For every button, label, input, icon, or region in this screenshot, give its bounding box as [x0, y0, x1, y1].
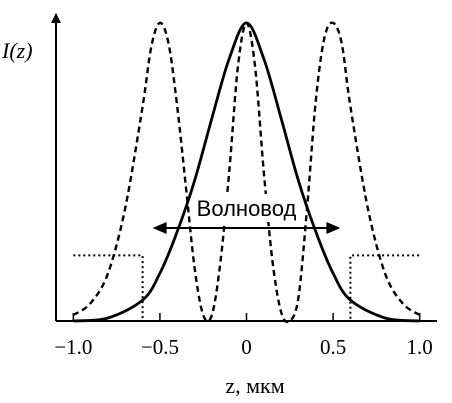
- series-dashed-line: [72, 21, 421, 324]
- axes: [51, 13, 437, 322]
- x-axis-title: z, мкм: [225, 373, 284, 398]
- waveguide-arrow-right-head: [326, 222, 341, 234]
- waveguide-label: Волновод: [197, 196, 297, 221]
- x-tick-label: −1.0: [54, 335, 92, 359]
- series-group: [72, 21, 421, 324]
- x-tick-label: 1.0: [407, 335, 433, 359]
- x-tick-label: −0.5: [141, 335, 179, 359]
- series-solid-line: [73, 21, 420, 323]
- x-tick-label: 0.5: [320, 335, 346, 359]
- y-axis-title: I(z): [1, 38, 33, 63]
- waveguide-label-bg: [194, 194, 299, 222]
- x-tick-label: 0: [241, 335, 252, 359]
- waveguide-arrow-left-head: [152, 222, 167, 234]
- tick-labels: −1.0 −0.5 0 0.5 1.0: [54, 335, 433, 359]
- annotations: Волновод: [152, 194, 341, 234]
